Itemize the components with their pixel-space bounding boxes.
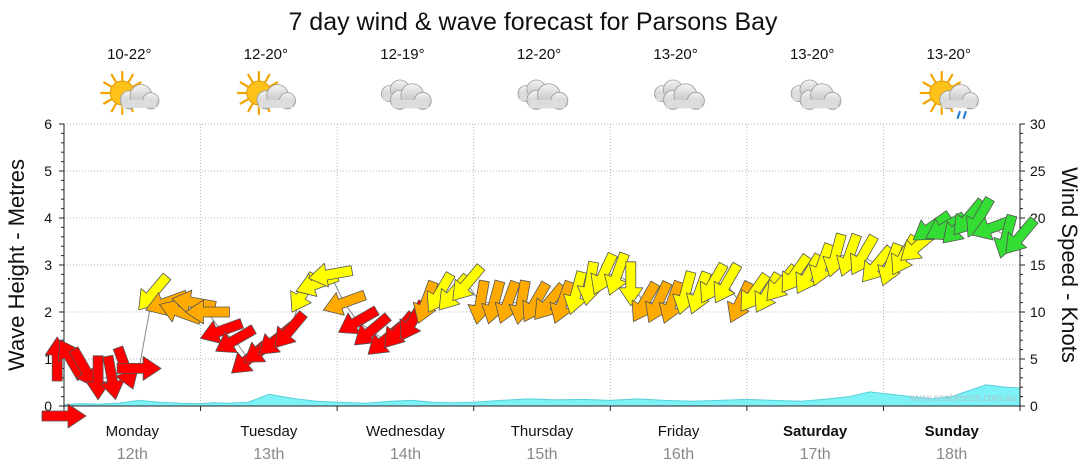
sun-ray bbox=[947, 73, 954, 83]
sun-ray bbox=[110, 73, 117, 83]
day-date-label: 18th bbox=[936, 446, 967, 463]
day-date-label: 14th bbox=[390, 446, 421, 463]
day-name-label: Friday bbox=[658, 423, 700, 440]
y-left-tick-label: 2 bbox=[44, 304, 52, 320]
day-name-label: Thursday bbox=[511, 423, 574, 440]
y-right-tick-label: 25 bbox=[1030, 163, 1046, 179]
sun-ray bbox=[102, 98, 113, 105]
wind-arrow-calm bbox=[41, 403, 87, 429]
cloud-icon bbox=[381, 79, 432, 110]
day-date-label: 12th bbox=[117, 446, 148, 463]
raindrop bbox=[956, 110, 961, 120]
day-name-label: Saturday bbox=[783, 423, 848, 440]
y-right-tick-label: 10 bbox=[1030, 304, 1046, 320]
day-name-label: Wednesday bbox=[366, 423, 445, 440]
y-right-tick-label: 30 bbox=[1030, 116, 1046, 132]
wind-arrow bbox=[452, 263, 486, 302]
wind-arrow bbox=[713, 261, 743, 304]
wind-arrow bbox=[1005, 216, 1039, 255]
day-date-label: 15th bbox=[526, 446, 557, 463]
day-name-label: Monday bbox=[106, 423, 160, 440]
sun-ray bbox=[264, 73, 271, 83]
y-left-tick-label: 1 bbox=[44, 351, 52, 367]
y-right-tick-label: 0 bbox=[1030, 398, 1038, 414]
watermark: www.seabreeze.com.au bbox=[909, 393, 1016, 404]
chart-title: 7 day wind & wave forecast for Parsons B… bbox=[288, 8, 778, 36]
cloud-base bbox=[528, 99, 565, 109]
y-left-tick-label: 6 bbox=[44, 116, 52, 132]
y-left-tick-label: 3 bbox=[44, 257, 52, 273]
sun-ray bbox=[127, 73, 134, 83]
y-left-tick-label: 0 bbox=[44, 398, 52, 414]
cloud-base bbox=[665, 99, 702, 109]
sun-ray bbox=[951, 81, 962, 88]
wind-arrow bbox=[618, 261, 644, 307]
sun-ray bbox=[922, 98, 932, 105]
cloud-icon bbox=[654, 79, 705, 110]
sun-ray bbox=[132, 81, 142, 88]
cloud-base bbox=[392, 99, 429, 109]
temperature-range-label: 13-20° bbox=[653, 46, 697, 63]
sun-ray bbox=[930, 103, 937, 113]
wind-arrow bbox=[412, 279, 439, 324]
cloud-base bbox=[122, 99, 157, 108]
wind-arrow bbox=[877, 242, 903, 287]
temperature-range-label: 10-22° bbox=[107, 46, 151, 63]
y-left-tick-label: 5 bbox=[44, 163, 52, 179]
sun-ray bbox=[239, 98, 249, 105]
temperature-range-label: 13-20° bbox=[790, 46, 834, 63]
wind-arrow bbox=[322, 289, 367, 316]
sun-cloud-icon bbox=[236, 70, 296, 116]
sun-ray bbox=[269, 81, 279, 88]
wind-arrow bbox=[116, 355, 162, 381]
temperature-range-label: 12-20° bbox=[244, 46, 288, 63]
sun-ray bbox=[247, 103, 254, 113]
temperature-range-label: 12-20° bbox=[517, 46, 561, 63]
cloud-base bbox=[258, 99, 293, 108]
day-date-label: 17th bbox=[800, 446, 831, 463]
temperature-range-label: 12-19° bbox=[380, 46, 424, 63]
y-left-tick-label: 4 bbox=[44, 210, 52, 226]
cloud-base bbox=[941, 99, 976, 108]
cloud-base bbox=[802, 99, 839, 109]
raindrop bbox=[962, 110, 967, 120]
wind-arrow bbox=[308, 262, 354, 288]
cloud-icon bbox=[517, 79, 569, 110]
sun-cloud-rain-icon bbox=[919, 70, 979, 120]
wind-arrow bbox=[274, 310, 308, 349]
sun-ray bbox=[247, 73, 254, 83]
sun-ray bbox=[239, 81, 249, 88]
day-date-label: 13th bbox=[253, 446, 284, 463]
wave-height-area bbox=[63, 384, 1021, 407]
y-axis-right-label: Wind Speed - Knots bbox=[1057, 167, 1080, 363]
day-name-label: Sunday bbox=[925, 423, 980, 440]
day-date-label: 16th bbox=[663, 446, 694, 463]
wind-arrow bbox=[184, 299, 230, 325]
wind-arrow bbox=[686, 270, 712, 315]
y-right-tick-label: 5 bbox=[1030, 351, 1038, 367]
sun-cloud-icon bbox=[100, 70, 160, 116]
y-right-tick-label: 15 bbox=[1030, 257, 1046, 273]
day-name-label: Tuesday bbox=[240, 423, 297, 440]
y-axis-left-label: Wave Height - Metres bbox=[4, 159, 29, 371]
temperature-range-label: 13-20° bbox=[927, 46, 971, 63]
wind-arrow bbox=[215, 324, 257, 353]
sun-ray bbox=[930, 73, 937, 83]
sun-ray bbox=[110, 103, 117, 113]
cloud-icon bbox=[790, 79, 842, 110]
sun-ray bbox=[922, 81, 932, 88]
sun-ray bbox=[102, 81, 113, 88]
wind-arrow bbox=[727, 280, 755, 323]
